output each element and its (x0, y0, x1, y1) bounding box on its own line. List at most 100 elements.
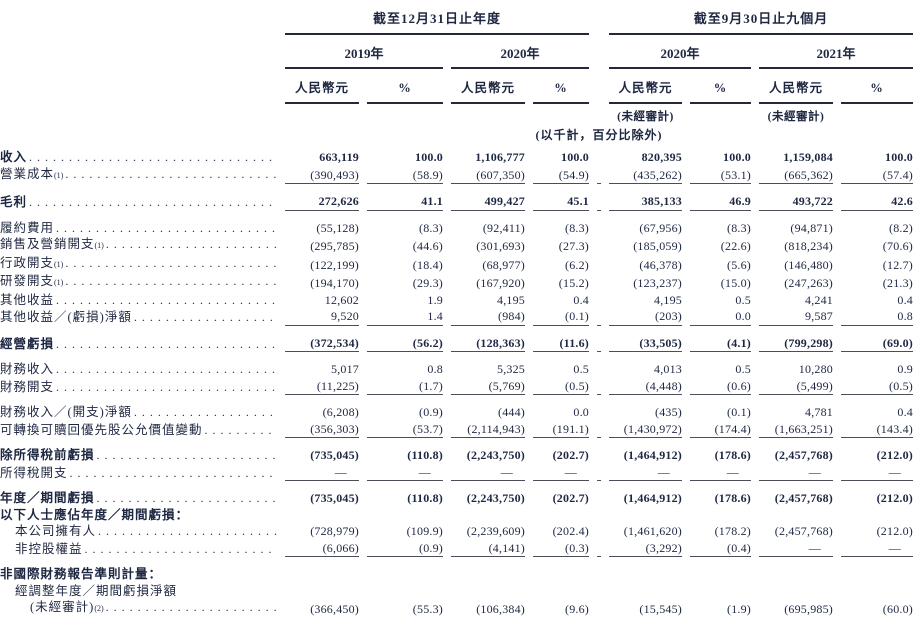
cell-value: (194,170) (310, 276, 359, 290)
cell-value: (1.7) (367, 378, 443, 395)
cell-value: (607,350) (451, 167, 525, 184)
cell-value: 42.6 (841, 193, 913, 211)
row-label: (未經審計) (2) (0, 599, 277, 618)
cell-value: 9,520 (285, 308, 359, 326)
cell-value: (54.9) (533, 167, 589, 184)
cell-value: (212.0) (876, 448, 913, 462)
cell-value: (366,450) (310, 602, 359, 616)
units-note: (以千計，百分比除外) (535, 128, 663, 142)
cell-value: (0.4) (690, 540, 751, 557)
cell-value: 663,119 (319, 150, 359, 164)
table-row: 履約費用 (55,128) (8.3) (92,411) (8.3) (67,956) (8… (0, 220, 918, 237)
cell-value: (0.9) (419, 405, 443, 419)
cell-value: (2,457,768) (774, 491, 833, 505)
row-label: 非控股權益 (0, 541, 277, 558)
footnote-marker: (1) (54, 259, 64, 269)
dot-leader (56, 379, 277, 396)
table-row: (未經審計)(2) (366,450) (55.3) (106,384) (9.6) (1… (0, 599, 918, 618)
cell-value: 0.5 (573, 362, 589, 376)
dot-leader (56, 220, 277, 237)
cell-value: (191.1) (533, 421, 589, 438)
cell-value: (55.3) (412, 602, 443, 616)
cell-value: (2,239,609) (466, 524, 525, 538)
cell-value: (11,225) (285, 378, 359, 395)
cell-value: — (285, 464, 359, 481)
cell-value: (27.3) (558, 239, 589, 253)
row-label: 經營虧損 (0, 336, 277, 353)
cell-value: 0.4 (897, 405, 913, 419)
cell-value: (203) (609, 308, 682, 326)
dot-leader (56, 361, 277, 378)
cell-value: 100.0 (561, 150, 589, 164)
cell-value: 0.5 (735, 362, 751, 376)
group-gap (597, 183, 601, 184)
cell-value: 1,106,777 (475, 150, 525, 164)
table-row: 銷售及營銷開支(1) (295,785) (44.6) (301,693) (27.3)… (0, 236, 918, 255)
cell-value: (167,920) (476, 276, 525, 290)
table-body: 收入 663,119 100.0 1,106,777 100.0 820,395 100.0… (0, 149, 918, 618)
dot-leader (70, 465, 277, 482)
cell-value: (799,298) (759, 335, 833, 352)
dot-leader (106, 236, 277, 253)
cell-value: (735,045) (310, 448, 359, 462)
cell-value: (5,769) (451, 378, 525, 395)
cell-value: — (841, 464, 913, 481)
cell-value: 1,159,084 (783, 150, 833, 164)
cell-value: (146,480) (784, 257, 833, 272)
row-label: 財務開支 (0, 379, 277, 396)
row-label: 本公司擁有人 (0, 523, 277, 540)
row-label: 履約費用 (0, 220, 277, 237)
cell-value: (15,545) (639, 602, 682, 616)
cell-value: (53.1) (690, 167, 751, 184)
cell-value: (53.7) (367, 421, 443, 438)
cell-value: (110.8) (407, 491, 443, 505)
col-header-rmb-2020fy: 人民幣元 (451, 69, 525, 104)
cell-value: (301,693) (476, 239, 525, 253)
cell-value: 5,017 (331, 362, 359, 376)
cell-value: (444) (498, 405, 525, 419)
cell-value: (728,979) (310, 524, 359, 538)
cell-value: 0.9 (897, 362, 913, 376)
cell-value: 1.4 (367, 308, 443, 326)
cell-value: (70.6) (882, 239, 913, 253)
cell-value: (15.0) (720, 276, 751, 290)
cell-value: (818,234) (784, 239, 833, 253)
dot-leader (97, 447, 277, 464)
cell-value: — (690, 464, 751, 481)
cell-value: (185,059) (633, 239, 682, 253)
period-header-annual: 截至12月31日止年度 (285, 5, 589, 35)
cell-value: (372,534) (285, 335, 359, 352)
cell-value: (56.2) (367, 335, 443, 352)
col-header-pct-2020-9m: % (690, 73, 751, 104)
cell-value: (295,785) (310, 239, 359, 253)
cell-value: (94,871) (790, 220, 833, 235)
table-row: 本公司擁有人 (728,979) (109.9) (2,239,609) (202.4)… (0, 523, 918, 540)
cell-value: (247,263) (784, 276, 833, 290)
group-gap (597, 209, 601, 211)
table-row: 財務收入 5,017 0.8 5,325 0.5 4,013 0.5 10,280 0.9 (0, 361, 918, 378)
cell-value: 4,241 (805, 292, 833, 307)
cell-value: (8.3) (727, 220, 751, 235)
cell-value: 46.9 (690, 193, 751, 211)
dot-leader (85, 541, 277, 558)
cell-value: (0.5) (533, 378, 589, 395)
cell-value: (55,128) (316, 220, 359, 235)
table-row: 營業成本(1) (390,493) (58.9) (607,350) (54.9) (43… (0, 166, 918, 188)
cell-value: 0.4 (897, 292, 913, 307)
row-label: 財務收入／(開支)淨額 (0, 404, 277, 421)
cell-value: — (759, 464, 833, 481)
group-gap (597, 394, 601, 395)
cell-value: (22.6) (720, 239, 751, 253)
income-statement-table: 截至12月31日止年度 截至9月30日止九個月 2019年 2020年 2020… (0, 5, 918, 618)
row-label: 其他收益 (0, 292, 277, 309)
cell-value: 0.8 (427, 362, 443, 376)
table-row: 年度／期間虧損 (735,045) (110.8) (2,243,750) (202.7… (0, 490, 918, 507)
cell-value: (18.4) (412, 257, 443, 272)
row-label: 所得稅開支 (0, 465, 277, 482)
cell-value: (390,493) (285, 167, 359, 184)
table-row: 財務開支 (11,225) (1.7) (5,769) (0.5) (4,448) (0.6… (0, 378, 918, 399)
cell-value: 5,325 (497, 362, 525, 376)
cell-value: (4,448) (609, 378, 682, 395)
cell-value: (178.6) (714, 491, 751, 505)
col-header-pct-2020fy: % (533, 73, 589, 104)
